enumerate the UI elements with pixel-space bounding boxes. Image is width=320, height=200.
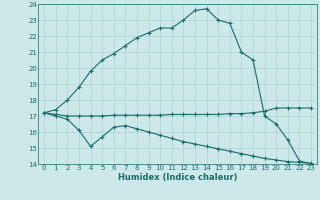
X-axis label: Humidex (Indice chaleur): Humidex (Indice chaleur): [118, 173, 237, 182]
